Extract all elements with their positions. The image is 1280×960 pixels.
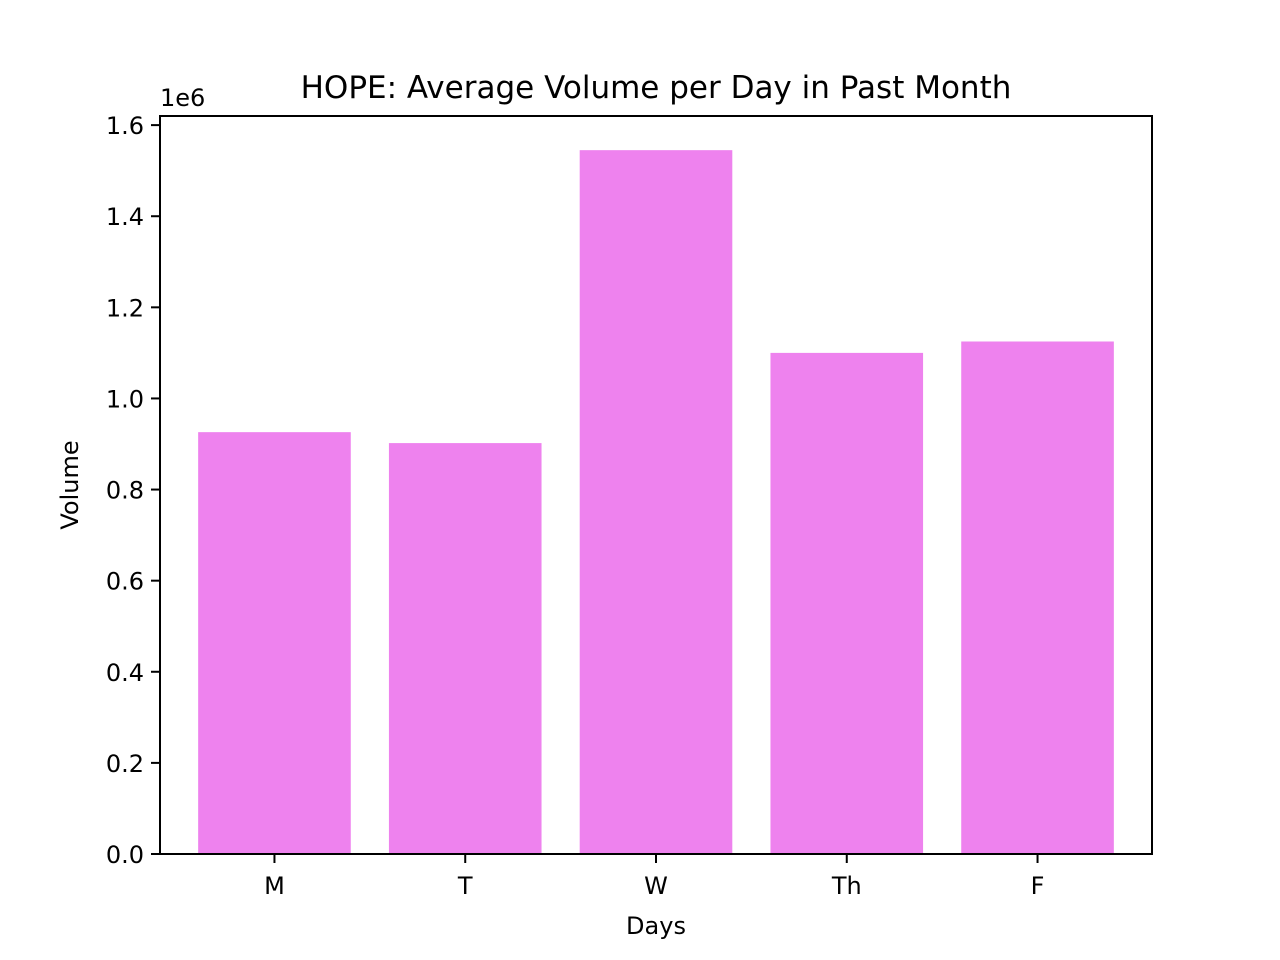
plot-frame (159, 115, 1153, 855)
bar-w (579, 150, 733, 854)
bar-m (198, 432, 351, 854)
chart-title: HOPE: Average Volume per Day in Past Mon… (301, 70, 1012, 106)
y-axis-label: Volume (56, 440, 84, 529)
bar-th (770, 352, 924, 854)
bar-series (198, 150, 1114, 854)
y-tick-label: 1.2 (106, 294, 144, 322)
x-tick-label: Th (831, 872, 862, 900)
y-tick-label: 1.6 (106, 112, 144, 140)
x-tick-label: T (457, 872, 473, 900)
x-axis-ticks: M T W Th F (264, 854, 1044, 900)
x-tick-label: W (644, 872, 668, 900)
y-tick-label: 1.4 (106, 203, 144, 231)
y-axis-offset-label: 1e6 (160, 84, 205, 112)
y-tick-label: 0.0 (106, 841, 144, 869)
y-tick-label: 0.8 (106, 477, 144, 505)
y-tick-label: 0.2 (106, 750, 144, 778)
y-tick-label: 1.0 (106, 385, 144, 413)
y-tick-label: 0.6 (106, 568, 144, 596)
x-axis-label: Days (626, 912, 686, 940)
y-axis-ticks: 0.0 0.2 0.4 0.6 0.8 1.0 1.2 1.4 1.6 (106, 112, 160, 869)
bar-f (961, 341, 1114, 854)
y-tick-label: 0.4 (106, 659, 144, 687)
x-tick-label: F (1031, 872, 1045, 900)
bar-t (388, 443, 542, 854)
x-tick-label: M (264, 872, 285, 900)
